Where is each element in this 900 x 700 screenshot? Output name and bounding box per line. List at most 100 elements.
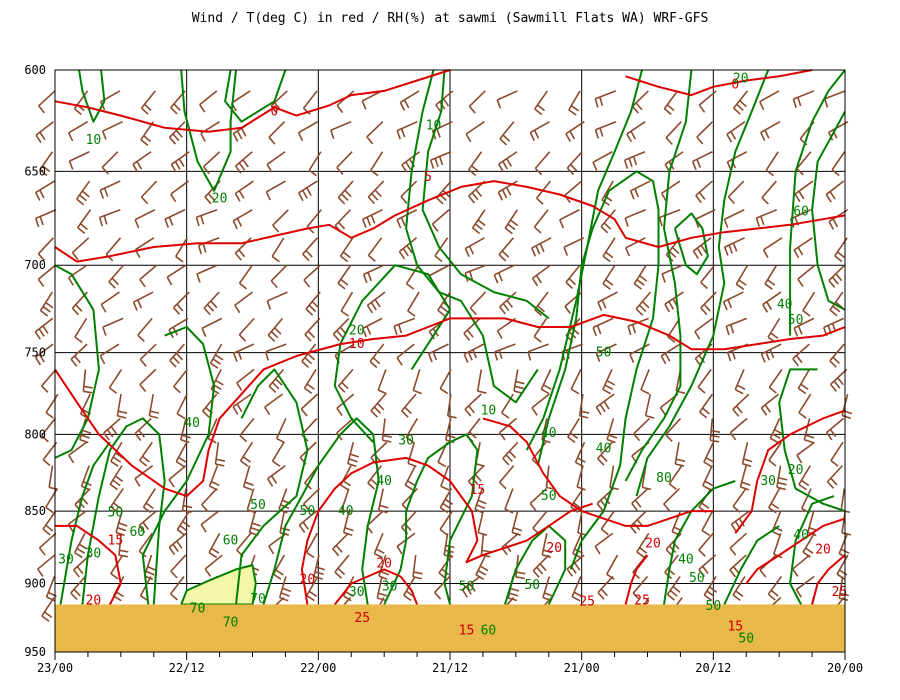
- wind-barb: [103, 417, 121, 441]
- wind-barb: [541, 533, 553, 559]
- wind-barb: [45, 488, 58, 514]
- wind-barb: [840, 488, 851, 514]
- wind-barb: [232, 393, 252, 415]
- wind-barb: [297, 180, 318, 202]
- wind-barb: [499, 121, 515, 146]
- wind-barb: [367, 465, 382, 490]
- wind-barb: [703, 441, 715, 468]
- wind-barb: [841, 511, 852, 536]
- wind-barb: [42, 510, 57, 536]
- wind-barb: [838, 532, 850, 559]
- wind-barb: [694, 209, 716, 228]
- wind-barb: [699, 393, 714, 419]
- wind-barb: [759, 90, 780, 111]
- wind-barb: [169, 575, 185, 601]
- wind-barb: [725, 317, 748, 336]
- wind-barb: [340, 291, 354, 317]
- rh-contour-line: [789, 69, 846, 336]
- wind-barb: [535, 180, 552, 205]
- wind-barb: [427, 343, 449, 363]
- wind-barb: [762, 291, 782, 313]
- x-tick-label: 23/00: [37, 661, 73, 675]
- rh-contour-line: [723, 525, 780, 605]
- wind-barb: [464, 393, 482, 417]
- wind-barb: [440, 465, 450, 491]
- rh-contours: [54, 69, 846, 606]
- rh-label: 50: [250, 498, 266, 513]
- wind-barb: [404, 465, 417, 491]
- wind-barb: [334, 554, 350, 579]
- temperature-contour-line: [334, 568, 419, 606]
- wind-barb: [266, 291, 288, 310]
- temperature-contour-line: [300, 456, 593, 605]
- rh-contour-line: [333, 264, 451, 443]
- temperature-contours: [54, 69, 846, 606]
- wind-barb: [48, 465, 59, 491]
- wind-barb: [377, 488, 389, 514]
- wind-barb: [232, 209, 253, 230]
- wind-barb: [42, 441, 58, 467]
- wind-barb: [337, 180, 354, 205]
- wind-barb: [768, 488, 781, 514]
- wind-barb: [600, 209, 616, 234]
- wind-barb: [504, 488, 514, 514]
- wind-barb: [306, 576, 319, 602]
- wind-barb: [760, 343, 782, 363]
- wind-barb: [140, 121, 155, 147]
- terrain-fill: [55, 604, 845, 652]
- wind-barb: [577, 510, 587, 536]
- rh-label: 60: [793, 205, 809, 220]
- rh-label: 10: [481, 403, 497, 418]
- rh-contour-line: [224, 69, 287, 123]
- rh-label: 60: [481, 623, 497, 638]
- wind-barb: [732, 576, 746, 602]
- wind-barb: [234, 291, 253, 314]
- wind-barb: [203, 291, 220, 316]
- wind-barb: [37, 237, 54, 262]
- wind-barb: [761, 180, 777, 205]
- rh-contour-line: [262, 417, 380, 605]
- wind-barb: [597, 575, 614, 600]
- wind-barb: [175, 441, 188, 468]
- wind-barb: [370, 393, 387, 418]
- wind-barb: [73, 532, 88, 559]
- wind-barb: [803, 418, 815, 444]
- wind-barb: [34, 343, 54, 366]
- rh-label: 40: [777, 297, 793, 312]
- wind-barb: [369, 343, 385, 369]
- x-tick-label: 20/00: [827, 661, 863, 675]
- rh-contour-line: [59, 441, 111, 605]
- wind-barb: [268, 368, 285, 394]
- wind-barb: [298, 510, 317, 533]
- y-tick-label: 950: [24, 645, 46, 659]
- wind-barb: [399, 90, 420, 111]
- wind-barb: [824, 90, 846, 108]
- wind-barb: [792, 554, 811, 577]
- wind-barb: [134, 464, 154, 487]
- rh-contour-line: [383, 433, 479, 605]
- wind-barb: [532, 554, 550, 578]
- wind-barb: [570, 369, 582, 395]
- wind-barb: [694, 343, 713, 367]
- wind-barb: [239, 441, 254, 467]
- rh-label: 50: [524, 578, 540, 593]
- chart-title: Wind / T(deg C) in red / RH(%) at sawmi …: [192, 11, 709, 26]
- wind-barb: [439, 488, 454, 514]
- wind-barb: [98, 209, 121, 227]
- wind-barb: [559, 209, 580, 229]
- rh-label: 30: [760, 474, 776, 489]
- wind-barb: [595, 393, 615, 416]
- x-tick-label: 21/00: [564, 661, 600, 675]
- wind-barb: [798, 465, 811, 491]
- temperature-contour-line: [54, 313, 846, 498]
- wind-barb: [332, 317, 350, 342]
- wind-barb: [76, 180, 91, 206]
- temperature-contour-line: [625, 69, 813, 97]
- wind-barb: [139, 368, 157, 393]
- wind-barb: [496, 90, 518, 109]
- wind-barb: [68, 151, 90, 170]
- temperature-contour-line: [624, 554, 649, 605]
- wind-barb: [668, 465, 683, 490]
- wind-barb: [68, 441, 87, 464]
- wind-barb: [563, 237, 585, 256]
